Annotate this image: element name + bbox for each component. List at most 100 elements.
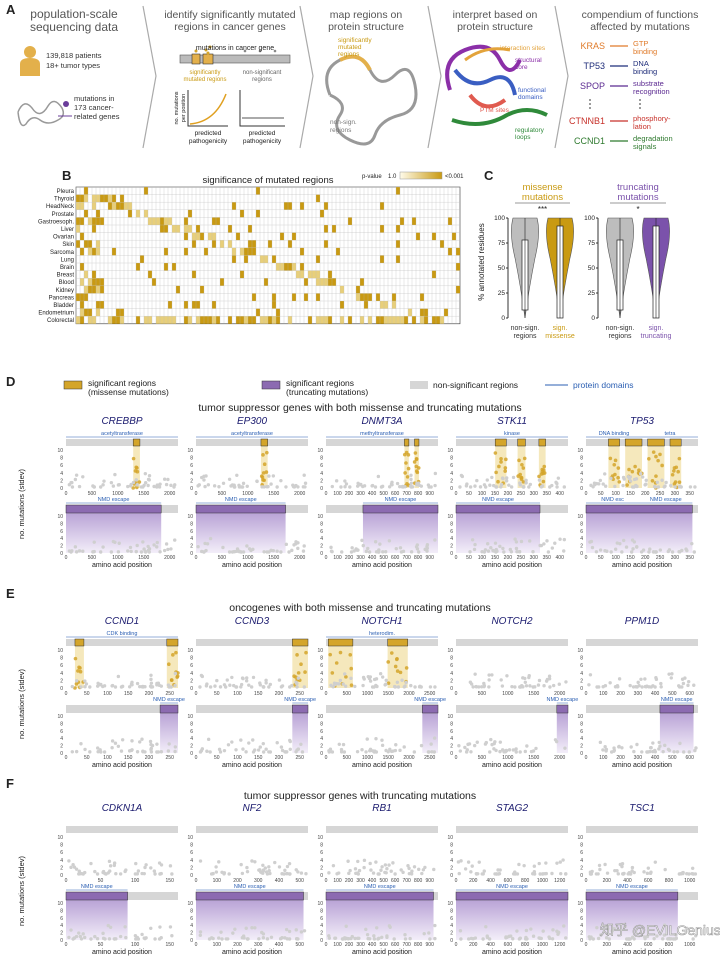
dot <box>513 537 517 541</box>
dot <box>72 936 77 940</box>
x-tick-label: 0 <box>455 878 458 884</box>
dot <box>493 541 498 545</box>
x-label: regions <box>609 333 632 340</box>
heatmap-cell <box>284 263 288 271</box>
sig-region <box>414 438 420 447</box>
dot <box>330 484 335 489</box>
heatmap-cell <box>268 240 272 248</box>
dot <box>415 543 420 547</box>
heatmap-cell <box>228 316 232 324</box>
y-tick-label: 8 <box>580 521 583 527</box>
dot <box>551 683 556 688</box>
heatmap-cell <box>324 202 328 210</box>
step-title: regions in cancer genes <box>174 21 286 33</box>
dot <box>524 684 529 688</box>
dot <box>409 485 414 489</box>
row-label: HeadNeck <box>46 204 75 210</box>
x-tick-label: 300 <box>356 491 365 497</box>
dot <box>527 485 531 489</box>
y-tick-label: 0 <box>450 938 453 944</box>
x-tick-label: 150 <box>491 491 500 497</box>
dot <box>523 680 528 684</box>
y-tick-label: 10 <box>447 648 453 654</box>
dot <box>624 545 629 549</box>
label: regions <box>330 127 352 134</box>
dot <box>469 750 473 754</box>
x-tick-label: 0 <box>585 491 588 497</box>
y-tick-label: 6 <box>60 850 63 856</box>
dot <box>553 541 557 545</box>
y-tick-label: 4 <box>320 536 323 542</box>
dot <box>152 543 156 547</box>
x-tick-label: 100 <box>103 691 112 697</box>
dot <box>687 750 691 754</box>
dot <box>427 931 431 935</box>
panel-label: B <box>62 168 71 183</box>
sig-region-fill <box>647 446 665 488</box>
dot <box>686 679 691 684</box>
heatmap-cell <box>92 194 96 203</box>
dot <box>273 860 277 865</box>
nmd-label: NMD esc <box>601 497 624 503</box>
dot <box>598 478 603 483</box>
dot <box>258 681 262 685</box>
dot <box>139 485 144 489</box>
dot <box>545 677 550 682</box>
dot <box>401 870 405 875</box>
heatmap-cell <box>100 217 104 225</box>
dot <box>482 869 486 873</box>
dot <box>138 740 142 744</box>
heatmap-cell <box>136 263 140 271</box>
dot <box>155 545 159 549</box>
x-tick-label: 150 <box>491 555 500 561</box>
dot <box>214 865 218 869</box>
dot <box>690 541 694 546</box>
dot <box>261 750 266 754</box>
y-tick-label: 0 <box>450 751 453 757</box>
dot <box>425 549 429 553</box>
y-tick-label: 6 <box>190 729 193 735</box>
legend-swatch <box>63 380 83 390</box>
sig-dot <box>521 466 526 470</box>
heatmap-cell <box>380 316 384 324</box>
heatmap-cell <box>200 232 204 241</box>
heatmap-cell <box>320 316 324 324</box>
y-tick-label: 10 <box>577 835 583 841</box>
dot <box>393 748 398 753</box>
dot <box>402 685 406 689</box>
dot <box>515 872 520 876</box>
x-tick-label: 100 <box>131 878 140 884</box>
dot <box>597 685 601 689</box>
dot <box>110 739 115 743</box>
x-tick-label: 600 <box>391 942 400 948</box>
x-tick-label: 100 <box>103 755 112 761</box>
row-label: Liver <box>61 227 74 233</box>
dot <box>473 672 477 676</box>
sig-dot <box>77 665 81 670</box>
dot <box>77 549 82 553</box>
dot <box>203 484 207 489</box>
dot <box>67 483 72 487</box>
gene-name: CCND3 <box>235 616 270 627</box>
dot <box>514 750 518 754</box>
dot <box>204 474 208 478</box>
y-tick-label: 0 <box>320 686 323 692</box>
dot <box>153 872 157 876</box>
sig-dot <box>503 469 507 473</box>
heatmap-cell <box>196 225 200 233</box>
y-tick-label: 2 <box>190 865 193 871</box>
dot <box>550 483 554 488</box>
heatmap-cell <box>80 278 84 286</box>
dot <box>202 478 206 482</box>
heatmap-cell <box>432 232 436 241</box>
heatmap-cell <box>348 217 352 225</box>
dot <box>655 480 660 484</box>
dot <box>550 871 554 876</box>
dot <box>493 740 497 744</box>
panel-label: E <box>6 586 15 601</box>
heatmap-cell <box>116 308 120 317</box>
gene-name: DNMT3A <box>361 416 402 427</box>
heatmap-cell <box>420 293 424 301</box>
dot <box>279 745 284 749</box>
x-tick-label: 500 <box>379 878 388 884</box>
